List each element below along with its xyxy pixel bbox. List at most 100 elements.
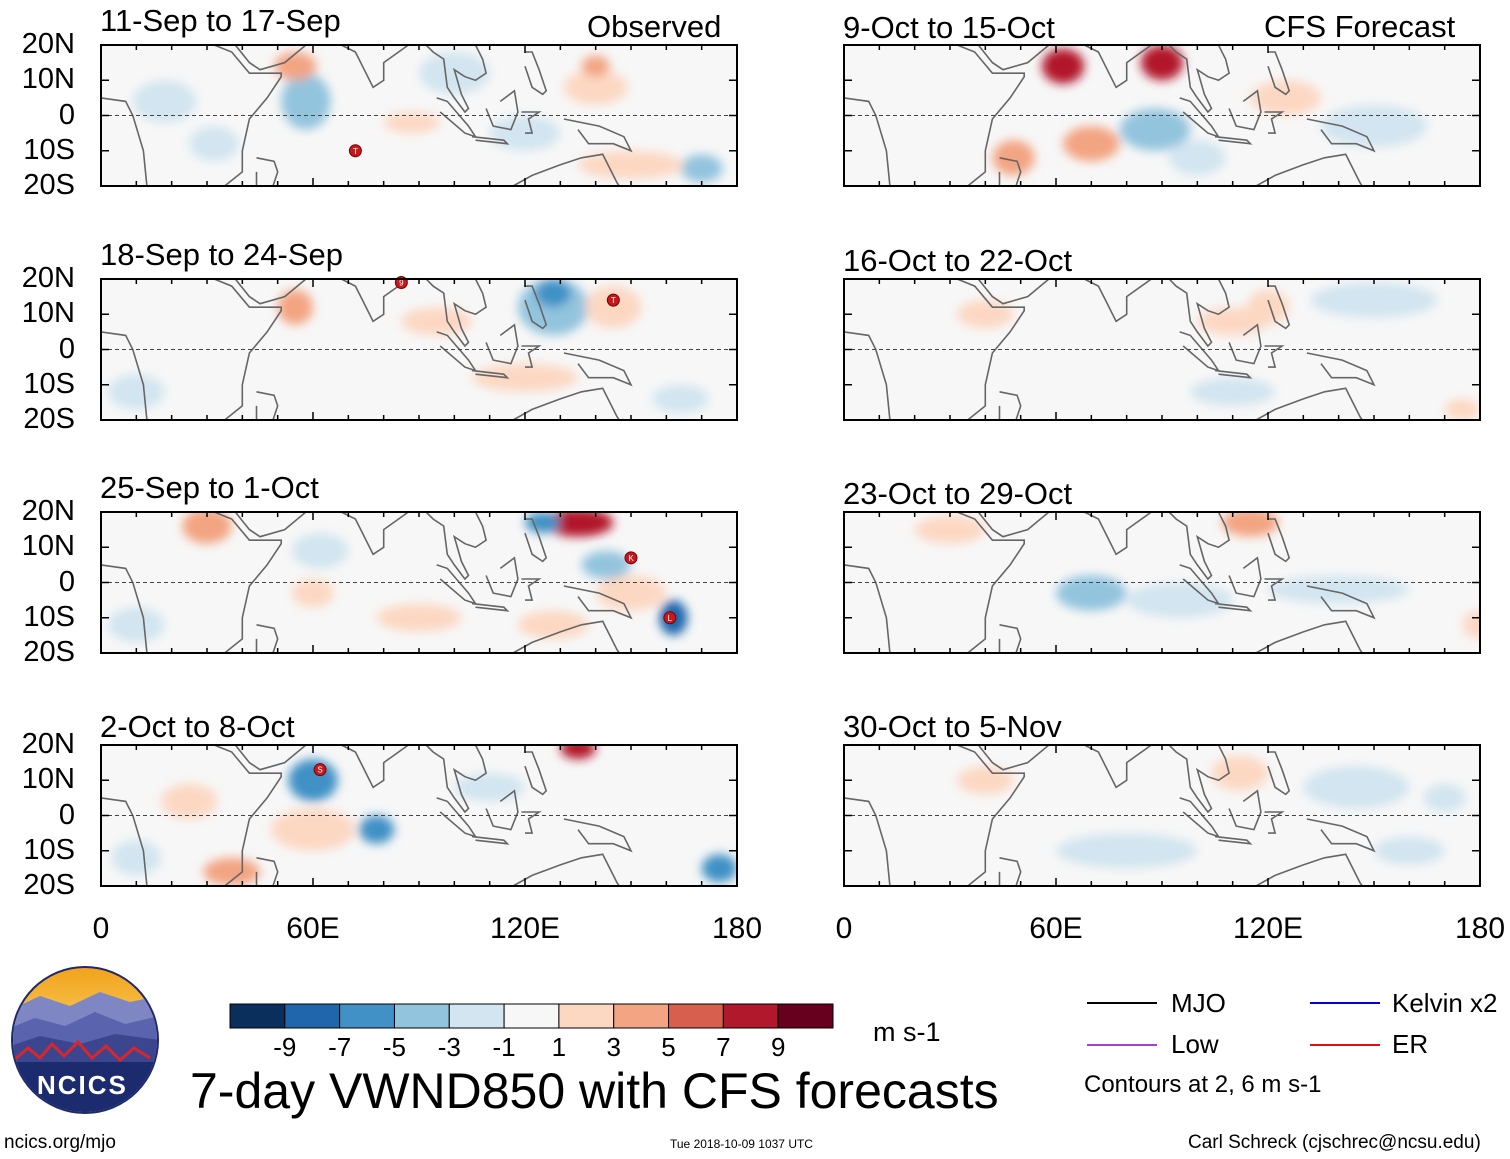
footer-url[interactable]: ncics.org/mjo: [4, 1132, 116, 1153]
anomaly-blob: [161, 783, 218, 820]
legend-label-kelvin: Kelvin x2: [1392, 988, 1498, 1018]
coastline: [844, 279, 1025, 420]
coastline: [1168, 745, 1231, 814]
x-tick-label: 0: [92, 912, 110, 945]
y-tick-label: 10N: [21, 530, 75, 563]
storm-marker-label: T: [353, 147, 358, 156]
anomaly-blob: [957, 766, 1014, 795]
contours-note: Contours at 2, 6 m s-1: [1084, 1071, 1322, 1098]
storm-marker: [348, 144, 362, 158]
coastline: [471, 835, 510, 845]
colorbar-swatch: [284, 1003, 341, 1029]
coastline: [521, 811, 542, 834]
anomaly-blob: [277, 289, 314, 325]
coastline: [1264, 345, 1285, 368]
colorbar-tick-label: -5: [382, 1032, 407, 1062]
coastline: [1179, 564, 1221, 606]
coastline: [471, 602, 510, 612]
anomaly-blob: [1056, 575, 1127, 611]
anomaly-blob: [581, 55, 610, 77]
y-tick-label: 20N: [21, 728, 75, 760]
storm-marker: [624, 551, 638, 565]
storm-marker-label: 9: [399, 279, 404, 288]
colorbar-tick-label: -7: [328, 1032, 352, 1062]
storm-marker: [663, 611, 677, 625]
coastline: [234, 45, 307, 71]
anomaly-field: [957, 755, 1466, 869]
anomaly-field: [957, 282, 1480, 420]
coastline: [1254, 620, 1364, 653]
coastline: [1228, 323, 1262, 365]
coastline: [101, 45, 282, 186]
anomaly-blob: [1056, 833, 1198, 869]
anomaly-blob: [203, 857, 260, 886]
anomaly-blob: [1423, 783, 1466, 812]
anomaly-blob: [652, 384, 709, 413]
coastline: [998, 624, 1022, 653]
map-panel-observed-2: 9T: [100, 276, 738, 421]
x-tick-label: 0: [835, 912, 853, 945]
coastline: [1179, 797, 1221, 839]
map-panel-forecast-3: [843, 511, 1481, 654]
map-panel-forecast-4: [843, 744, 1481, 887]
coastline: [563, 818, 633, 853]
y-tick-label: 10S: [23, 133, 75, 166]
y-tick-label: 10N: [21, 63, 75, 96]
anomaly-blob: [581, 550, 631, 579]
legend-line-er: [1310, 1044, 1380, 1046]
coastline: [1254, 387, 1364, 420]
coastline: [255, 624, 279, 653]
coastline: [1254, 153, 1364, 186]
colorbar-tick-label: -3: [437, 1032, 461, 1062]
anomaly-blob: [595, 575, 667, 611]
coastline: [234, 279, 307, 305]
coastline: [1306, 118, 1376, 153]
panel-title-forecast-1: 9-Oct to 15-Oct: [843, 10, 1055, 45]
coastline: [524, 751, 548, 796]
coastline: [234, 745, 307, 771]
forecast-label: CFS Forecast: [1264, 9, 1456, 44]
anomaly-blob: [680, 154, 723, 183]
coastline: [425, 512, 488, 581]
colorbar-swatch: [339, 1003, 395, 1029]
coastline: [101, 279, 282, 420]
y-tick-label: 10S: [23, 600, 75, 633]
legend-label-er: ER: [1392, 1029, 1429, 1059]
anomaly-blob: [992, 140, 1035, 176]
y-tick-label: 20S: [23, 169, 75, 201]
coastline: [1254, 853, 1364, 886]
coastline: [1306, 352, 1376, 387]
anomaly-blob: [914, 515, 986, 544]
anomaly-blob: [1063, 126, 1120, 162]
anomaly-blob: [1374, 836, 1445, 865]
ncics-logo: [11, 966, 159, 1114]
coastlines: [844, 745, 1376, 886]
coastline: [1179, 97, 1221, 139]
anomaly-blob: [1268, 575, 1410, 604]
anomaly-blob: [401, 307, 472, 336]
x-tick-label: 60E: [286, 912, 340, 945]
coastline: [1267, 751, 1291, 796]
panel-title-observed-3: 25-Sep to 1-Oct: [100, 470, 319, 505]
colorbar-tick-label: -1: [492, 1032, 516, 1062]
colorbar-tick-label: 5: [661, 1032, 676, 1062]
anomaly-blob: [281, 73, 331, 130]
anomaly-field: [111, 745, 737, 886]
anomaly-blob: [701, 854, 737, 883]
anomaly-blob: [291, 533, 349, 569]
anomaly-blob: [108, 607, 165, 643]
coastline: [1264, 811, 1285, 834]
coastline: [977, 745, 1050, 771]
coastline: [1267, 51, 1291, 96]
colorbar-swatch: [558, 1003, 615, 1029]
colorbar-swatch: [668, 1003, 724, 1029]
y-tick-label: 20N: [21, 28, 75, 60]
panel-title-forecast-4: 30-Oct to 5-Nov: [843, 709, 1062, 744]
y-tick-label: 20N: [21, 495, 75, 527]
coastline: [844, 512, 1025, 653]
x-tick-label: 60E: [1029, 912, 1083, 945]
x-tick-label: 180: [711, 912, 763, 945]
coastline: [511, 153, 621, 186]
coastline: [511, 387, 621, 420]
coastline: [436, 564, 478, 606]
